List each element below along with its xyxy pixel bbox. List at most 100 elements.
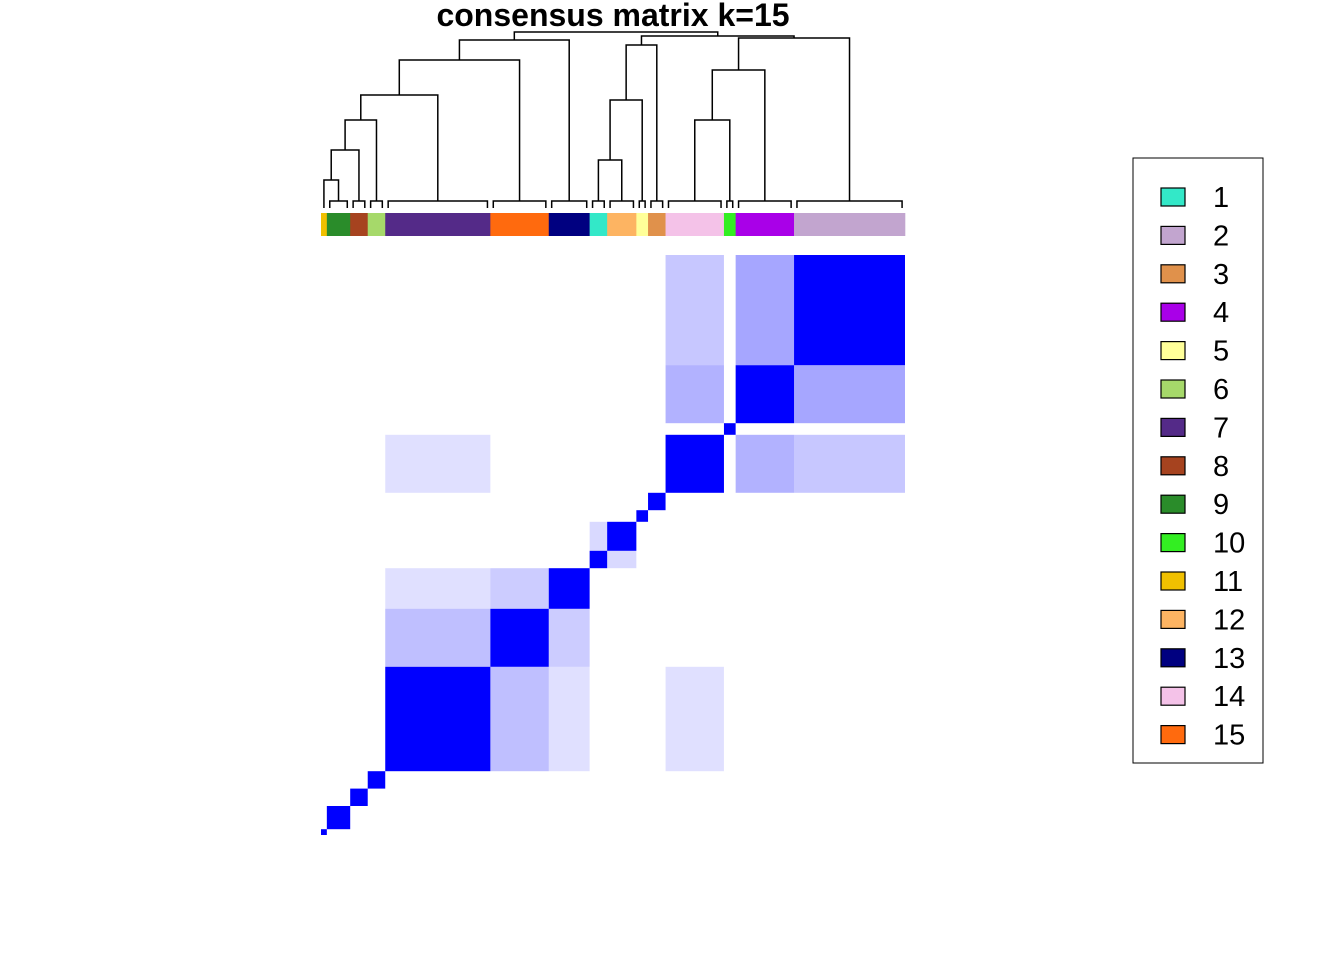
legend-label-10: 10 [1213, 528, 1245, 560]
legend-label-7: 7 [1213, 412, 1229, 444]
legend-label-11: 11 [1213, 566, 1243, 598]
legend-swatch-9 [1160, 494, 1186, 514]
legend-label-9: 9 [1213, 489, 1229, 521]
dendro-leaf-9 [329, 200, 349, 208]
consensus-offdiag-7-0 [589, 521, 608, 551]
consensus-offdiag-0-0 [385, 608, 491, 667]
dendrogram [323, 31, 903, 208]
dendro-leaf-14 [667, 200, 722, 208]
class-bar-segment-14 [665, 213, 725, 236]
chart-title: consensus matrix k=15 [436, 0, 789, 33]
dendro-leaf-6 [369, 200, 384, 208]
legend-label-8: 8 [1213, 451, 1229, 483]
legend-label-3: 3 [1213, 259, 1229, 291]
consensus-offdiag-4-1 [794, 365, 905, 424]
dendro-leaf-1 [591, 200, 605, 208]
legend-swatch-5 [1160, 341, 1186, 361]
legend-label-1: 1 [1213, 182, 1229, 214]
consensus-block-12 [607, 521, 637, 551]
dendro-merge-2-1 [694, 119, 731, 201]
class-bar-segment-10 [723, 213, 736, 236]
legend-swatch-1 [1160, 187, 1186, 207]
consensus-block-2 [794, 255, 905, 366]
dendro-merge-0-2 [330, 149, 360, 201]
consensus-block-3 [648, 492, 666, 511]
dendro-leaf-4 [737, 200, 792, 208]
consensus-offdiag-7-1 [607, 550, 637, 569]
consensus-matrix [321, 255, 905, 835]
legend-swatch-10 [1160, 532, 1186, 553]
consensus-block-10 [723, 423, 736, 435]
consensus-block-14 [665, 434, 724, 493]
consensus-block-1 [589, 550, 608, 569]
legend-swatch-15 [1160, 724, 1186, 745]
legend-label-15: 15 [1213, 720, 1245, 752]
legend-swatch-3 [1160, 264, 1186, 284]
dendro-merge-2-2 [711, 69, 766, 201]
dendro-leaf-12 [609, 200, 635, 208]
legend-swatch-8 [1160, 456, 1186, 476]
class-bar-segment-7 [385, 213, 491, 236]
dendro-leaf-2 [796, 200, 903, 208]
legend-label-14: 14 [1213, 681, 1245, 713]
dendro-merge-0-3 [344, 119, 378, 201]
consensus-offdiag-5-1 [794, 434, 905, 493]
consensus-block-4 [735, 365, 795, 424]
class-bar-segment-2 [794, 213, 906, 236]
dendro-merge-0-6 [458, 39, 570, 201]
legend-label-13: 13 [1213, 643, 1245, 675]
dendro-merge-0-4 [360, 94, 439, 201]
class-bar-segment-6 [367, 213, 386, 236]
consensus-offdiag-3-0 [665, 365, 724, 424]
legend-label-5: 5 [1213, 336, 1229, 368]
consensus-block-7 [385, 666, 491, 772]
legend-swatch-4 [1160, 302, 1186, 322]
consensus-block-5 [636, 510, 649, 522]
dendro-merge-1-2 [609, 99, 643, 201]
class-bar-segment-15 [490, 213, 550, 236]
class-bar-segment-4 [735, 213, 795, 236]
consensus-block-13 [548, 568, 590, 609]
consensus-offdiag-1-0 [490, 568, 549, 609]
dendro-leaf-13 [550, 200, 588, 208]
consensus-offdiag-2-1 [385, 568, 491, 609]
dendro-leaf-5 [638, 200, 646, 208]
consensus-offdiag-5-0 [665, 255, 724, 366]
consensus-block-9 [326, 806, 351, 830]
dendro-merge-2-3 [737, 37, 851, 201]
consensus-offdiag-1-1 [548, 608, 590, 667]
legend-swatch-11 [1160, 571, 1186, 591]
legend-swatch-13 [1160, 648, 1186, 668]
dendro-leaf-15 [492, 200, 547, 208]
legend-swatch-14 [1160, 686, 1186, 706]
class-annotation-bar [321, 213, 906, 236]
consensus-offdiag-4-0 [735, 255, 795, 366]
class-bar-segment-3 [648, 213, 666, 236]
dendro-merge-0-5 [398, 59, 521, 201]
dendro-leaf-8 [352, 200, 366, 208]
legend-swatch-6 [1160, 379, 1186, 399]
dendro-leaf-3 [650, 200, 664, 208]
legend-box [1132, 157, 1264, 764]
consensus-block-15 [490, 608, 549, 667]
consensus-offdiag-3-1 [735, 434, 795, 493]
legend-label-2: 2 [1213, 220, 1229, 252]
dendro-leaf-10 [726, 200, 734, 208]
consensus-offdiag-6-1 [665, 666, 724, 772]
class-bar-segment-11 [321, 213, 328, 236]
legend-label-12: 12 [1213, 604, 1245, 636]
class-bar-segment-5 [636, 213, 649, 236]
class-bar-segment-8 [350, 213, 369, 236]
class-bar-segment-9 [326, 213, 351, 236]
legend-swatch-2 [1160, 225, 1186, 245]
class-bar-segment-13 [548, 213, 590, 236]
class-bar-segment-12 [607, 213, 637, 236]
consensus-offdiag-2-0 [548, 666, 590, 772]
legend-swatch-12 [1160, 609, 1186, 630]
consensus-block-11 [321, 829, 327, 835]
consensus-block-8 [350, 788, 368, 806]
dendro-root [513, 31, 719, 40]
legend-swatch-7 [1160, 417, 1186, 437]
